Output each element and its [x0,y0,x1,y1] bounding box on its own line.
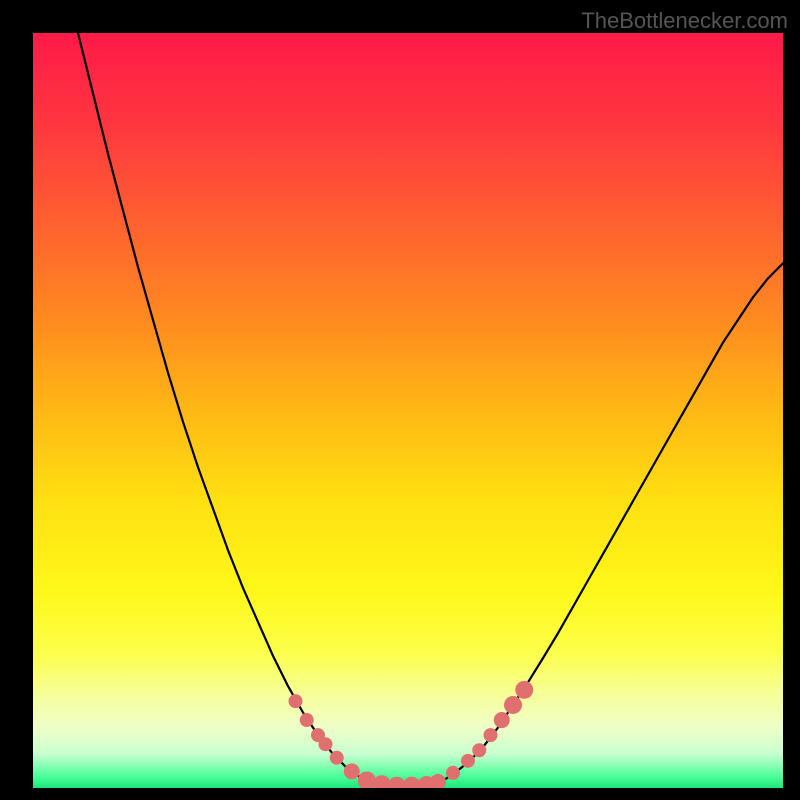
watermark-text: TheBottlenecker.com [581,8,788,34]
gradient-background [33,33,783,788]
data-marker [472,743,486,757]
data-marker [461,754,475,768]
data-marker [330,751,344,765]
data-marker [319,737,333,751]
data-marker [446,766,460,780]
data-marker [300,713,314,727]
plot-area [33,33,783,788]
data-marker [344,763,360,779]
data-marker [289,694,303,708]
chart-container: TheBottlenecker.com [0,0,800,800]
data-marker [515,681,533,699]
data-marker [484,728,498,742]
data-marker [504,696,522,714]
chart-svg [33,33,783,788]
data-marker [494,712,510,728]
